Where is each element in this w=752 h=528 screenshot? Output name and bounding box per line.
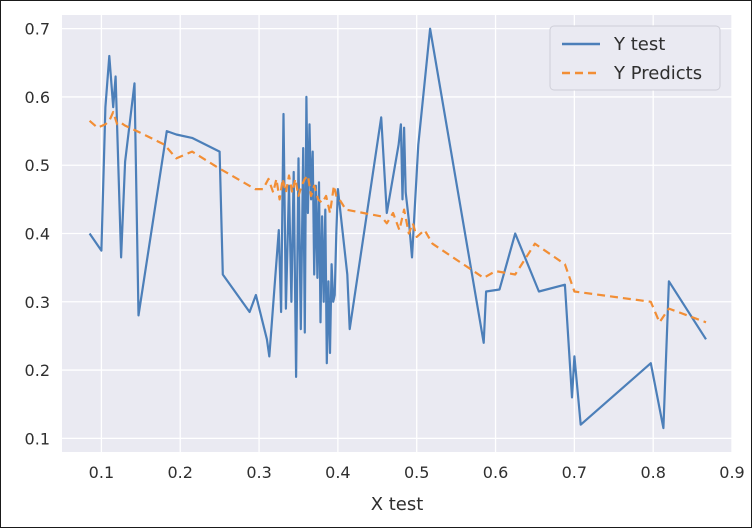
legend-label: Y Predicts xyxy=(613,63,702,84)
x-tick-label: 0.7 xyxy=(562,463,587,482)
y-tick-label: 0.6 xyxy=(25,88,50,107)
series-line-y-test xyxy=(88,27,707,430)
x-tick-label: 0.6 xyxy=(483,463,508,482)
x-tick-label: 0.8 xyxy=(640,463,665,482)
y-tick-label: 0.4 xyxy=(25,225,50,244)
y-tick-label: 0.3 xyxy=(25,293,50,312)
series-line-y-predicts xyxy=(88,110,707,324)
x-tick-label: 0.4 xyxy=(325,463,350,482)
x-tick-label: 0.3 xyxy=(246,463,271,482)
x-tick-label: 0.9 xyxy=(719,463,744,482)
y-tick-label: 0.1 xyxy=(25,429,50,448)
x-tick-label: 0.2 xyxy=(168,463,193,482)
y-tick-label: 0.7 xyxy=(25,20,50,39)
x-tick-label: 0.1 xyxy=(89,463,114,482)
legend-label: Y test xyxy=(613,34,665,55)
x-tick-label: 0.5 xyxy=(404,463,429,482)
x-axis-label: X test xyxy=(371,494,424,515)
y-tick-label: 0.2 xyxy=(25,361,50,380)
y-tick-label: 0.5 xyxy=(25,156,50,175)
